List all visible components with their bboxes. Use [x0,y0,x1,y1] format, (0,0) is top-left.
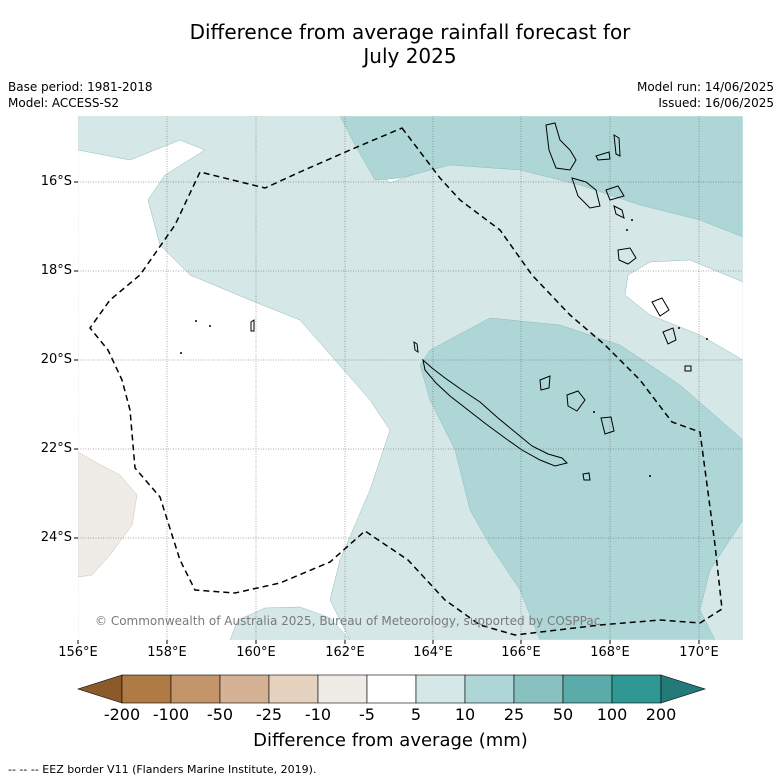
vanuatu-erromango [651,297,670,317]
colorbar-segment [219,674,270,704]
meta-right: Model run: 14/06/2025 Issued: 16/06/2025 [637,79,774,111]
lon-label-156e: 156°E [58,645,98,660]
colorbar-tick-label: -200 [103,705,141,724]
map-title: Difference from average rainfall forecas… [0,20,781,68]
colorbar-tick-label: 100 [596,705,628,724]
vanuatu-espiritu-santo [545,122,577,171]
colorbar-segment [464,674,515,704]
colorbar-segment [562,674,613,704]
colorbar [77,674,706,704]
vanuatu-malo [595,151,611,161]
lon-label-158e: 158°E [147,645,187,660]
lat-label-16s: 16°S [40,174,72,189]
zone-neutral-east [624,259,743,361]
graticule [78,116,743,640]
colorbar-segment [268,674,319,704]
issued-text: Issued: 16/06/2025 [658,96,774,110]
model-run-text: Model run: 14/06/2025 [636,80,774,94]
lon-label-168e: 168°E [590,645,630,660]
lon-label-162e: 162°E [325,645,365,660]
lon-label-166e: 166°E [501,645,541,660]
colorbar-extend-high [660,674,706,704]
vanuatu-pentecost [605,185,625,201]
colorbar-tick-label: 5 [410,705,422,724]
colorbar-tick-label: 25 [503,705,525,724]
vanuatu-epi [613,205,625,219]
vanuatu-malekula [571,177,601,209]
vanuatu-tanna [662,327,677,345]
colorbar-tick-label: -25 [255,705,283,724]
eez-footnote: -- -- -- EEZ border V11 (Flanders Marine… [8,763,317,776]
vanuatu-aneityum [684,365,692,372]
colorbar-segment [415,674,466,704]
axis-ticks [74,181,700,644]
rainfall-map [78,116,743,640]
colorbar-tick-label: -5 [359,705,375,724]
colorbar-title: Difference from average (mm) [253,730,528,751]
coastlines [250,122,692,481]
colorbar-segment [170,674,221,704]
map-frame [77,115,744,641]
eez-border [89,127,723,636]
base-period-text: Base period: 1981-2018 [8,80,153,94]
meta-left: Base period: 1981-2018 Model: ACCESS-S2 [8,79,153,111]
loyalty-island-2 [566,390,586,412]
colorbar-tick-label: -100 [152,705,190,724]
lon-label-164e: 164°E [413,645,453,660]
loyalty-island-1 [539,375,551,391]
colorbar-segment [366,674,417,704]
colorbar-tick-label: -10 [304,705,332,724]
colorbar-tick-label: 50 [552,705,574,724]
zone-10-25-north [339,116,743,238]
lon-label-170e: 170°E [679,645,719,660]
small-islets [180,219,708,477]
title-line-2: July 2025 [363,44,457,68]
colorbar-tick-label: 10 [454,705,476,724]
colorbar-tick-label: -50 [206,705,234,724]
new-caledonia-outline [422,358,568,467]
lat-label-20s: 20°S [40,352,72,367]
isle-of-pines [582,472,591,481]
lat-label-18s: 18°S [40,263,72,278]
colorbar-segment [121,674,172,704]
hunter-island [250,319,255,332]
colorbar-segment [513,674,564,704]
lon-label-160e: 160°E [236,645,276,660]
zone-5-10-patch [229,606,351,640]
lat-label-24s: 24°S [40,530,72,545]
colorbar-segment [611,674,662,704]
zone-neg-5-10 [78,451,138,578]
colorbar-extend-low [77,674,123,704]
title-line-1: Difference from average rainfall forecas… [189,20,631,44]
belep-islands [413,340,419,354]
loyalty-island-3 [600,416,615,435]
model-text: Model: ACCESS-S2 [8,96,120,110]
copyright-credit: © Commonwealth of Australia 2025, Bureau… [95,614,601,628]
vanuatu-efate [617,247,637,265]
colorbar-segment [317,674,368,704]
colorbar-tick-label: 200 [645,705,677,724]
vanuatu-maewo [613,134,621,157]
lat-label-22s: 22°S [40,441,72,456]
